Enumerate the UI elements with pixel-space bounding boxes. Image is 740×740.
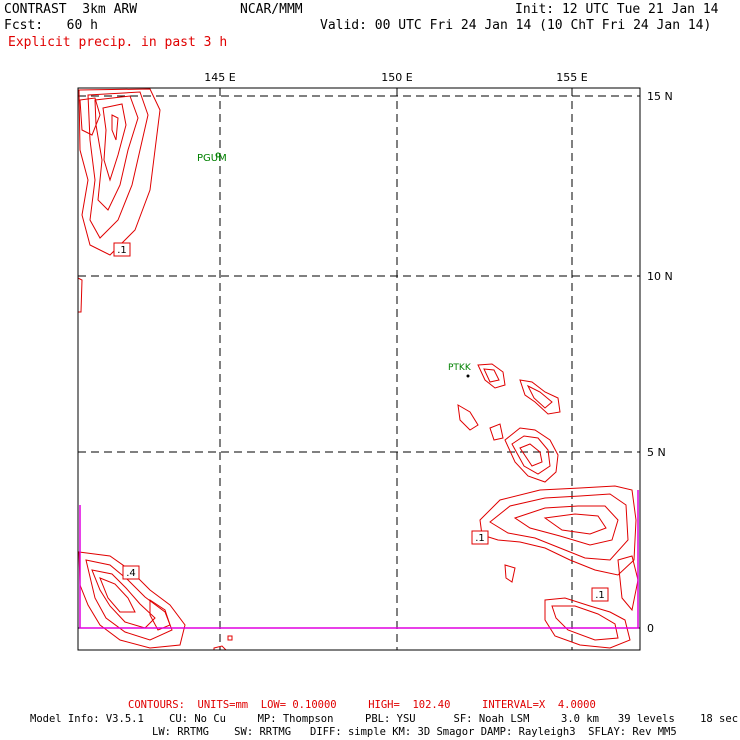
contour-label-box-sw bbox=[122, 565, 140, 580]
org-label: NCAR/MMM bbox=[240, 2, 303, 17]
ptkk-marker bbox=[466, 374, 470, 378]
lon-label-150: 150 E bbox=[381, 71, 412, 84]
valid-time: Valid: 00 UTC Fri 24 Jan 14 (10 ChT Fri … bbox=[320, 18, 712, 33]
precip-contours-east bbox=[457, 363, 639, 649]
contour-label-box-se bbox=[591, 587, 609, 602]
lat-label-5n: 5 N bbox=[647, 446, 666, 459]
contour-label-nw: .1 bbox=[117, 245, 127, 256]
model-title: CONTRAST 3km ARW bbox=[4, 2, 138, 17]
model-info-line1: Model Info: V3.5.1 CU: No Cu MP: Thompso… bbox=[30, 713, 739, 725]
lat-label-15n: 15 N bbox=[647, 90, 673, 103]
precip-contours-sw bbox=[78, 551, 233, 651]
contour-label-box-e bbox=[471, 530, 489, 545]
contour-label-sw: .4 bbox=[126, 568, 136, 579]
lon-label-145: 145 E bbox=[204, 71, 235, 84]
station-label-ptkk: PTKK bbox=[448, 363, 472, 373]
lat-label-0: 0 bbox=[647, 622, 654, 635]
station-label-pgum: PGUM bbox=[197, 153, 227, 164]
contour-label-box-nw bbox=[113, 242, 131, 257]
lat-label-10n: 10 N bbox=[647, 270, 673, 283]
pgum-marker bbox=[215, 152, 221, 158]
forecast-hour: Fcst: 60 h bbox=[4, 18, 98, 33]
lat-lon-grid bbox=[78, 88, 640, 650]
model-info-line2: LW: RRTMG SW: RRTMG DIFF: simple KM: 3D … bbox=[152, 726, 677, 738]
init-time: Init: 12 UTC Tue 21 Jan 14 bbox=[515, 2, 719, 17]
lon-label-155: 155 E bbox=[556, 71, 587, 84]
field-title: Explicit precip. in past 3 h bbox=[8, 35, 228, 50]
domain-boundary bbox=[79, 490, 639, 629]
plot-frame bbox=[77, 87, 641, 651]
contour-info: CONTOURS: UNITS=mm LOW= 0.10000 HIGH= 10… bbox=[128, 699, 596, 711]
precip-contours-nw bbox=[77, 88, 161, 313]
contour-label-se: .1 bbox=[595, 590, 605, 601]
contour-label-e: .1 bbox=[475, 533, 485, 544]
